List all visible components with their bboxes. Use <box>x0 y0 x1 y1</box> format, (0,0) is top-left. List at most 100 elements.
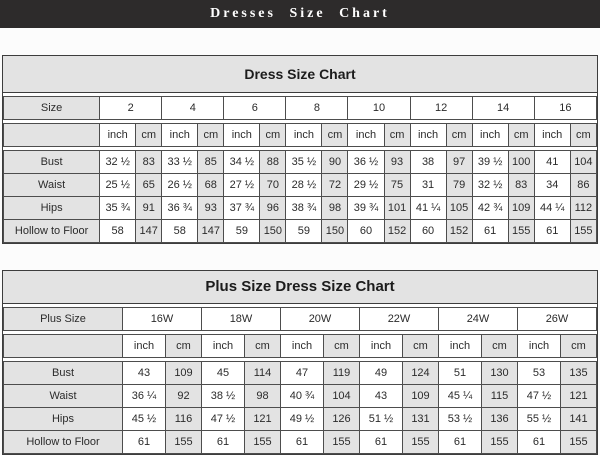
inch-value: 38 <box>409 150 447 174</box>
unit-inch-label: inch <box>438 334 482 358</box>
title-separator <box>3 304 597 307</box>
unit-cm-label: cm <box>481 334 518 358</box>
size-value: 10 <box>347 96 411 120</box>
inch-value: 58 <box>99 219 137 243</box>
inch-value: 53 <box>517 361 561 385</box>
inch-value: 39 ½ <box>471 150 509 174</box>
inch-value: 36 ½ <box>347 150 385 174</box>
cm-value: 121 <box>560 384 597 408</box>
measurement-label: Hollow to Floor <box>3 430 123 454</box>
unit-row-corner <box>2 123 101 147</box>
size-value: 22W <box>359 307 439 331</box>
inch-value: 61 <box>122 430 166 454</box>
inch-value: 45 ¼ <box>438 384 482 408</box>
unit-cm-label: cm <box>507 123 535 147</box>
cm-value: 88 <box>259 150 287 174</box>
cm-value: 105 <box>445 196 473 220</box>
cm-value: 155 <box>323 430 360 454</box>
size-row-label: Plus Size <box>3 307 123 331</box>
measurement-row: Bust 43 109 45 114 47 119 49 124 51 130 53 135 <box>3 361 597 385</box>
cm-value: 136 <box>481 407 518 431</box>
unit-cm-label: cm <box>323 334 360 358</box>
unit-cm-label: cm <box>569 123 598 147</box>
cm-value: 147 <box>197 219 225 243</box>
size-value: 14 <box>471 96 535 120</box>
cm-value: 65 <box>135 173 163 197</box>
inch-value: 34 ½ <box>223 150 261 174</box>
measurement-row: Hollow to Floor 58 147 58 147 59 150 59 150 60 152… <box>2 219 598 243</box>
size-header-row: Plus Size 16W 18W 20W 22W 24W 26W <box>3 307 597 331</box>
inch-value: 61 <box>201 430 245 454</box>
inch-value: 60 <box>347 219 385 243</box>
size-value: 12 <box>409 96 473 120</box>
unit-cm-label: cm <box>560 334 597 358</box>
cm-value: 86 <box>569 173 598 197</box>
unit-inch-label: inch <box>517 334 561 358</box>
inch-value: 37 ¾ <box>223 196 261 220</box>
inch-value: 43 <box>359 384 403 408</box>
size-value: 16 <box>533 96 598 120</box>
cm-value: 72 <box>321 173 349 197</box>
cm-value: 101 <box>383 196 411 220</box>
unit-cm-label: cm <box>244 334 281 358</box>
cm-value: 126 <box>323 407 360 431</box>
row-spacer <box>3 357 597 362</box>
unit-cm-label: cm <box>383 123 411 147</box>
cm-value: 135 <box>560 361 597 385</box>
cm-value: 155 <box>165 430 202 454</box>
inch-value: 34 <box>533 173 571 197</box>
inch-value: 53 ½ <box>438 407 482 431</box>
cm-value: 83 <box>507 173 535 197</box>
cm-value: 75 <box>383 173 411 197</box>
measurement-label: Bust <box>3 361 123 385</box>
inch-value: 55 ½ <box>517 407 561 431</box>
size-value: 6 <box>223 96 287 120</box>
inch-value: 61 <box>359 430 403 454</box>
cm-value: 109 <box>165 361 202 385</box>
cm-value: 124 <box>402 361 439 385</box>
inch-value: 33 ½ <box>161 150 199 174</box>
cm-value: 104 <box>323 384 360 408</box>
cm-value: 152 <box>383 219 411 243</box>
inch-value: 47 <box>280 361 324 385</box>
unit-inch-label: inch <box>533 123 571 147</box>
unit-inch-label: inch <box>471 123 509 147</box>
inch-value: 36 ¾ <box>161 196 199 220</box>
inch-value: 49 <box>359 361 403 385</box>
size-grid: Size 2 4 6 8 10 12 14 16 inch cm inch cm inch cm inch cm… <box>2 96 598 243</box>
inch-value: 45 <box>201 361 245 385</box>
size-header-row: Size 2 4 6 8 10 12 14 16 <box>2 96 598 120</box>
inch-value: 43 <box>122 361 166 385</box>
page-title-bar: Dresses Size Chart <box>0 0 600 28</box>
unit-inch-label: inch <box>409 123 447 147</box>
inch-value: 32 ½ <box>471 173 509 197</box>
inch-value: 31 <box>409 173 447 197</box>
cm-value: 90 <box>321 150 349 174</box>
measurement-label: Hollow to Floor <box>2 219 101 243</box>
measurement-label: Waist <box>3 384 123 408</box>
cm-value: 96 <box>259 196 287 220</box>
inch-value: 41 ¼ <box>409 196 447 220</box>
cm-value: 100 <box>507 150 535 174</box>
cm-value: 98 <box>321 196 349 220</box>
cm-value: 141 <box>560 407 597 431</box>
inch-value: 42 ¾ <box>471 196 509 220</box>
size-grid: Plus Size 16W 18W 20W 22W 24W 26W inch cm inch cm i… <box>3 307 597 454</box>
measurement-label: Hips <box>2 196 101 220</box>
unit-header-row: inch cm inch cm inch cm inch cm inch cm inch cm <box>3 334 597 358</box>
cm-value: 109 <box>402 384 439 408</box>
cm-value: 121 <box>244 407 281 431</box>
cm-value: 150 <box>259 219 287 243</box>
unit-cm-label: cm <box>321 123 349 147</box>
cm-value: 130 <box>481 361 518 385</box>
inch-value: 32 ½ <box>99 150 137 174</box>
unit-header-row: inch cm inch cm inch cm inch cm inch cm inch cm inch… <box>2 123 598 147</box>
inch-value: 41 <box>533 150 571 174</box>
cm-value: 155 <box>560 430 597 454</box>
table-title: Plus Size Dress Size Chart <box>3 271 597 304</box>
inch-value: 47 ½ <box>517 384 561 408</box>
size-value: 16W <box>122 307 202 331</box>
cm-value: 93 <box>197 196 225 220</box>
inch-value: 45 ½ <box>122 407 166 431</box>
cm-value: 93 <box>383 150 411 174</box>
